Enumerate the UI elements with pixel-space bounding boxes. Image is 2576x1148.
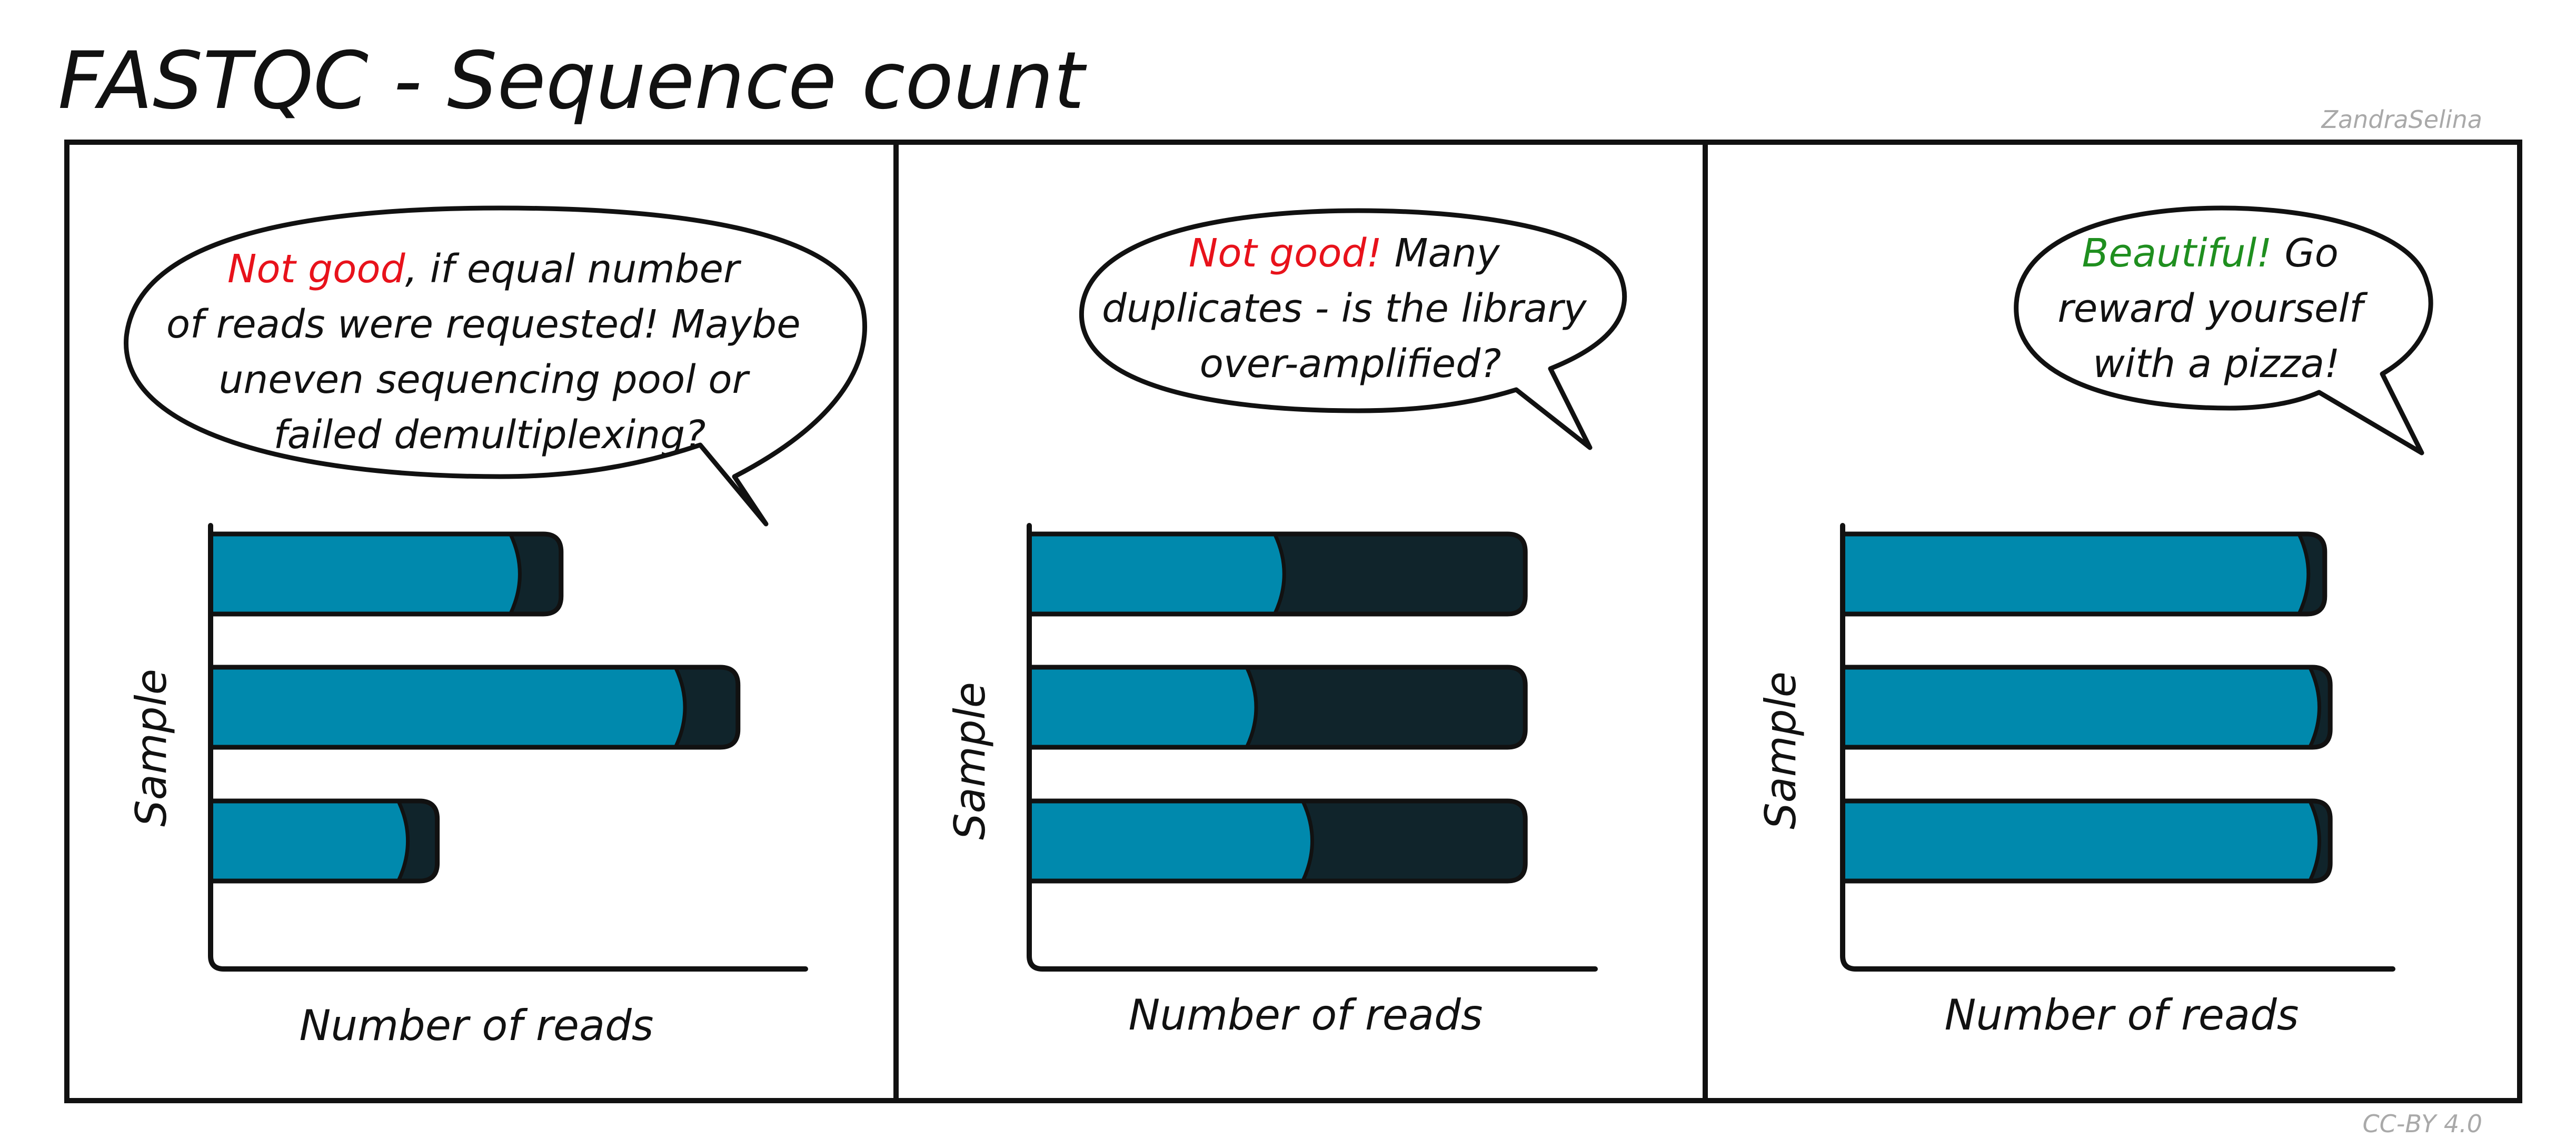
- panel-2-y-axis-label: Sample: [946, 682, 994, 840]
- panel-3-bars: [1845, 531, 2333, 884]
- panel-1-bars: [213, 531, 741, 884]
- panel-3-bar-1-outline: [1845, 531, 2328, 617]
- panel-2-bar-2-unique: [1032, 667, 1256, 747]
- panel-3-speech-bubble: Beautiful! Go reward yourself with a piz…: [2014, 205, 2433, 456]
- panel-1-line-1-seg-2: , if equal number: [405, 246, 742, 292]
- panel-2-line-2: duplicates - is the library: [1102, 286, 1587, 331]
- panel-3-bar-1-unique: [1845, 534, 2309, 614]
- panel-2-bar-1-unique: [1032, 534, 1285, 614]
- panel-2-chart: Number of reads Sample: [946, 523, 1598, 1040]
- panel-3-bar-2-unique: [1845, 667, 2320, 747]
- panel-1-bubble-shape: [124, 205, 868, 527]
- panel-1-bubble-text: Not good, if equal number of reads were …: [166, 246, 813, 458]
- panel-1-bar-3-boundary: [396, 800, 410, 882]
- panel-2-speech-bubble: Not good! Many duplicates - is the libra…: [1079, 208, 1627, 450]
- panel-1-bar-3-duplicate: [398, 801, 437, 881]
- panel-3-line-1-seg-1: Beautiful!: [2082, 231, 2272, 276]
- panel-1-bar-2-duplicate: [675, 667, 738, 747]
- panel-3-bar-3-unique: [1845, 801, 2320, 881]
- panel-3-bubble-shape: [2014, 205, 2433, 456]
- panel-3-y-axis-label: Sample: [1756, 671, 1805, 829]
- panel-1-bar-1-boundary: [509, 533, 522, 615]
- panel-2: Not good! Many duplicates - is the libra…: [893, 140, 1708, 1103]
- panel-3-line-3: with a pizza!: [2093, 341, 2340, 387]
- panel-2-bubble-text: Not good! Many duplicates - is the libra…: [1102, 231, 1599, 387]
- panel-1-bar-2-outline: [213, 665, 741, 750]
- panel-3-x-axis-label: Number of reads: [1945, 991, 2299, 1040]
- panel-1-y-axis-label: Sample: [127, 669, 176, 827]
- panel-2-bar-3-unique: [1032, 801, 1312, 881]
- panel-2-bar-1-boundary: [1273, 533, 1286, 615]
- panel-2-x-axis-label: Number of reads: [1129, 991, 1483, 1040]
- panel-1-bar-2-unique: [213, 667, 685, 747]
- panel-2-line-3: over-amplified?: [1200, 341, 1501, 387]
- panel-1-speech-bubble: Not good, if equal number of reads were …: [124, 205, 868, 527]
- panel-1-line-1-seg-1: Not good: [227, 246, 406, 292]
- panel-1-line-4: failed demultiplexing?: [274, 412, 706, 458]
- panel-1-bar-1-outline: [213, 531, 564, 617]
- panel-1-bar-3-outline: [213, 798, 440, 884]
- panel-3-bar-3-boundary: [2308, 800, 2321, 882]
- panel-3-bar-2-outline: [1845, 665, 2333, 750]
- panel-3-line-2: reward yourself: [2057, 286, 2368, 331]
- panel-2-line-1-seg-1: Not good!: [1189, 231, 1382, 276]
- panel-3-bubble-text: Beautiful! Go reward yourself with a piz…: [2057, 231, 2375, 387]
- panel-2-bar-2-boundary: [1245, 666, 1258, 748]
- panel-3-frame: [1703, 140, 2522, 1103]
- license-credit: CC-BY 4.0: [2363, 1110, 2482, 1138]
- panel-1-chart: Number of reads Sample: [127, 523, 808, 1050]
- panel-2-axes: [1027, 523, 1598, 972]
- panel-3-bar-2-boundary: [2308, 666, 2321, 748]
- panel-1-x-axis-label: Number of reads: [300, 1001, 654, 1050]
- panel-2-bar-3-outline: [1032, 798, 1528, 884]
- panel-2-bar-2-outline: [1032, 665, 1528, 750]
- author-credit: ZandraSelina: [2320, 105, 2482, 134]
- panel-2-bar-1-outline: [1032, 531, 1528, 617]
- panel-2-bar-3-duplicate: [1302, 801, 1526, 881]
- panel-2-bubble-shape: [1079, 208, 1627, 450]
- panel-1-line-3: uneven sequencing pool or: [219, 357, 751, 402]
- panel-3-chart: Number of reads Sample: [1756, 523, 2395, 1040]
- panel-1-bar-3-unique: [213, 801, 408, 881]
- panel-2-line-1-seg-2: Many: [1382, 231, 1500, 276]
- panel-2-bar-3-boundary: [1301, 800, 1314, 882]
- panel-1-bar-1-duplicate: [510, 534, 561, 614]
- panel-2-bars: [1032, 531, 1528, 884]
- panel-1-bar-2-boundary: [673, 666, 687, 748]
- panel-1-bar-1-unique: [213, 534, 520, 614]
- panel-3-line-1-seg-2: Go: [2272, 231, 2339, 276]
- panel-1-axes: [208, 523, 808, 972]
- panel-3-axes: [1840, 523, 2395, 972]
- panel-3-bar-3-outline: [1845, 798, 2333, 884]
- panel-1: Not good, if equal number of reads were …: [64, 140, 899, 1103]
- panel-3-bar-1-boundary: [2297, 533, 2311, 615]
- panel-3: Beautiful! Go reward yourself with a piz…: [1703, 140, 2522, 1103]
- panel-2-bar-1-duplicate: [1275, 534, 1526, 614]
- panel-2-bar-2-duplicate: [1247, 667, 1526, 747]
- comic-title: FASTQC - Sequence count: [58, 35, 1087, 127]
- panel-1-line-2: of reads were requested! Maybe: [166, 302, 801, 347]
